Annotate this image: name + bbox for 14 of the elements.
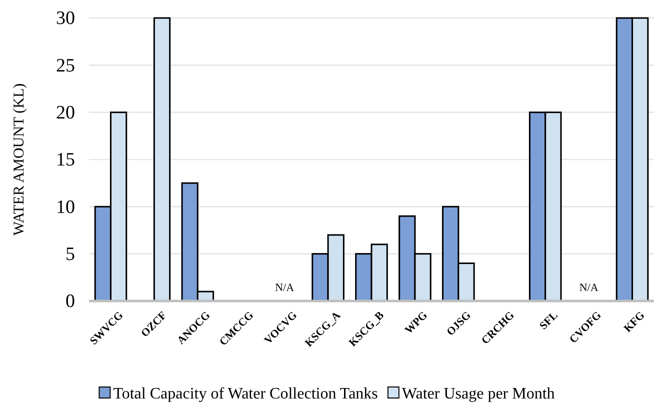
annotation: N/A xyxy=(275,282,294,294)
y-tick-label: 20 xyxy=(56,102,75,124)
y-tick-label: 5 xyxy=(66,244,75,265)
annotation: N/A xyxy=(579,282,598,294)
y-tick-label: 10 xyxy=(56,196,75,218)
y-tick-label: 0 xyxy=(66,291,75,312)
legend-label: Water Usage per Month xyxy=(402,386,555,403)
y-axis-title: WATER AMOUNT (KL) xyxy=(11,83,28,236)
y-tick-label: 30 xyxy=(56,8,75,30)
y-tick-label: 25 xyxy=(56,55,75,76)
x-tick-label: SFL xyxy=(538,309,560,332)
y-tick-label: 15 xyxy=(56,150,75,171)
legend-label: Total Capacity of Water Collection Tanks xyxy=(113,386,378,403)
bar xyxy=(153,17,171,302)
